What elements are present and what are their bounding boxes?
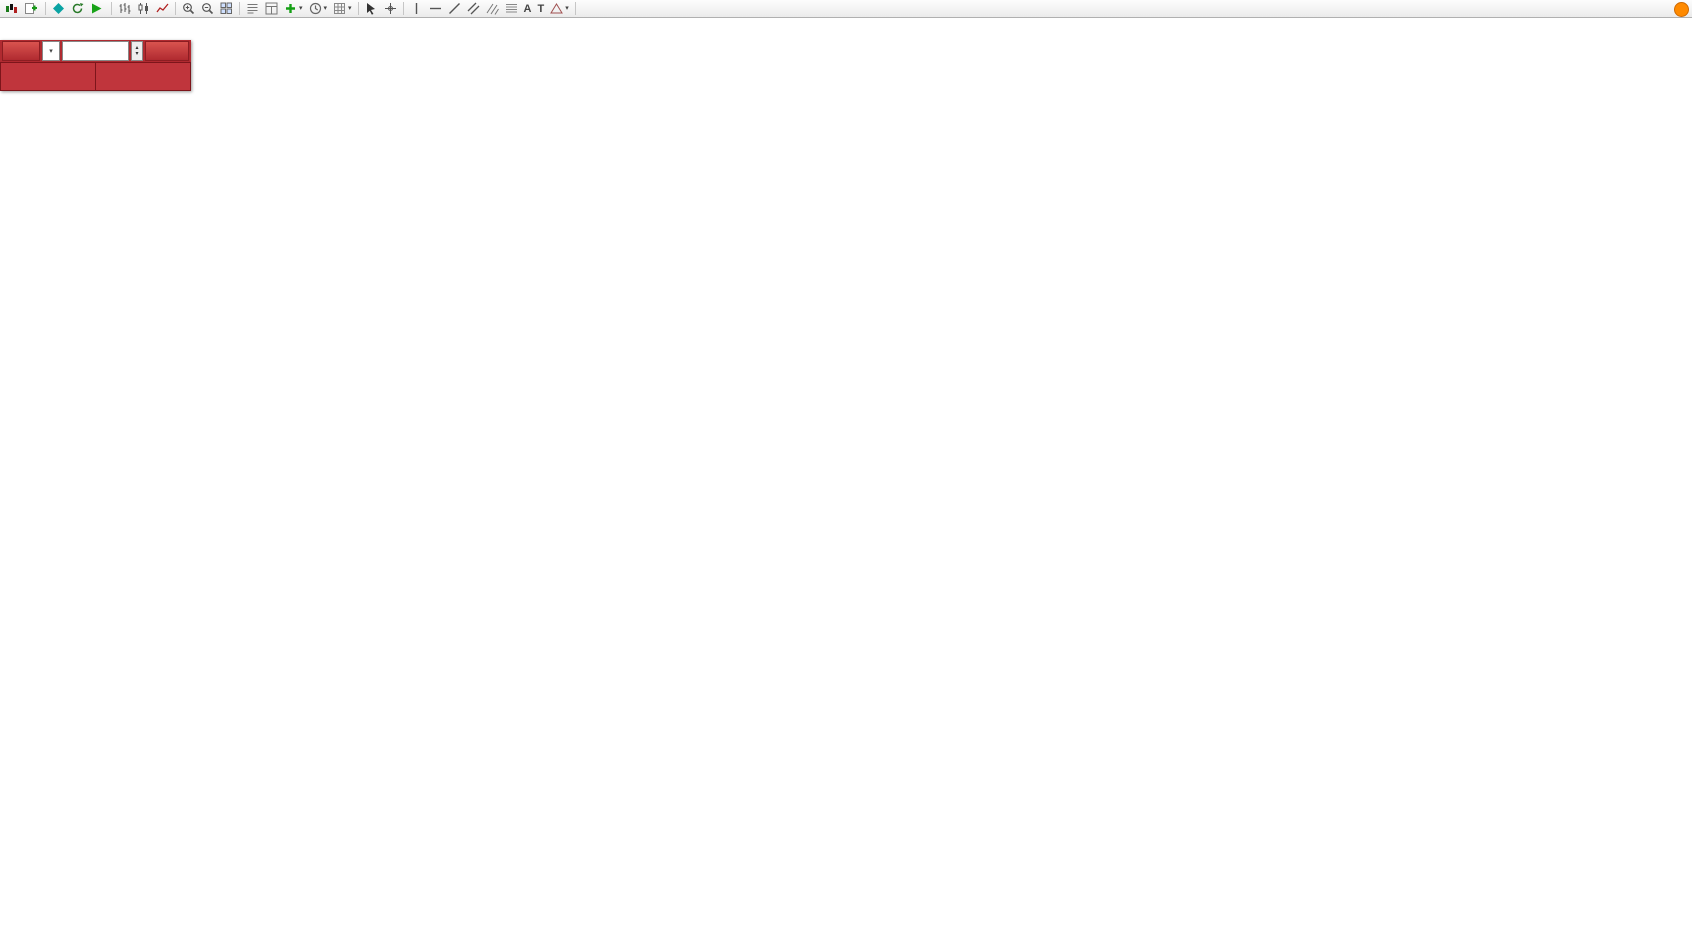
refresh-icon[interactable] xyxy=(68,1,87,16)
zoom-out-button[interactable] xyxy=(198,1,217,16)
toolbar-separator xyxy=(357,2,359,15)
tile-windows-button[interactable] xyxy=(217,1,236,16)
vertical-line-button[interactable] xyxy=(407,1,426,16)
auto-trading-button[interactable] xyxy=(87,1,108,16)
trendline-button[interactable] xyxy=(445,1,464,16)
chevron-down-icon: ▾ xyxy=(323,5,328,12)
text-label-button[interactable]: T xyxy=(537,2,545,15)
zoom-in-button[interactable] xyxy=(179,1,198,16)
buy-price[interactable] xyxy=(96,63,190,90)
sell-price[interactable] xyxy=(1,63,95,90)
new-order-button[interactable] xyxy=(21,1,42,16)
shapes-button[interactable]: ▾ xyxy=(547,1,572,16)
candlestick-mode-button[interactable] xyxy=(134,1,153,16)
add-indicator-button[interactable]: ▾ xyxy=(281,1,306,16)
toolbar-separator xyxy=(45,2,46,15)
chart-window-icon xyxy=(2,1,21,16)
trade-prices-row xyxy=(0,62,191,91)
notification-icon[interactable] xyxy=(1674,2,1689,17)
expert-advisor-icon[interactable] xyxy=(49,1,68,16)
spinner-down-icon: ▾ xyxy=(135,51,139,57)
chevron-down-icon: ▾ xyxy=(565,5,569,12)
spinner-up-icon: ▴ xyxy=(135,45,139,51)
volume-dropdown[interactable]: ▾ xyxy=(42,41,60,61)
toolbar-separator xyxy=(574,2,576,15)
templates-button[interactable]: ▾ xyxy=(330,1,355,16)
crosshair-button[interactable] xyxy=(381,1,400,16)
fibonacci-button[interactable] xyxy=(502,1,521,16)
toolbar-separator xyxy=(402,2,404,15)
channel-button[interactable] xyxy=(464,1,483,16)
volume-spinner[interactable]: ▴ ▾ xyxy=(131,41,143,61)
toolbar: ▾ ▾ ▾ xyxy=(0,0,1692,18)
sell-button[interactable] xyxy=(2,41,40,61)
bar-chart-mode-button[interactable] xyxy=(115,1,134,16)
buy-button[interactable] xyxy=(145,41,189,61)
data-window-button[interactable] xyxy=(262,1,281,16)
chevron-down-icon: ▾ xyxy=(49,47,53,55)
toolbar-separator xyxy=(239,2,240,15)
time-axis[interactable] xyxy=(0,858,1517,873)
volume-input[interactable] xyxy=(62,41,129,61)
equidistant-channel-button[interactable] xyxy=(483,1,502,16)
one-click-trading-panel: ▾ ▴ ▾ xyxy=(0,40,191,91)
horizontal-line-button[interactable] xyxy=(426,1,445,16)
navigator-button[interactable] xyxy=(243,1,262,16)
line-chart-mode-button[interactable] xyxy=(153,1,172,16)
text-button[interactable]: A xyxy=(523,2,532,15)
toolbar-separator xyxy=(111,2,112,15)
period-button[interactable]: ▾ xyxy=(306,1,331,16)
chevron-down-icon: ▾ xyxy=(299,5,303,12)
toolbar-separator xyxy=(175,2,176,15)
cursor-button[interactable] xyxy=(362,1,381,16)
chevron-down-icon: ▾ xyxy=(348,5,352,12)
trade-controls-row: ▾ ▴ ▾ xyxy=(0,40,191,62)
